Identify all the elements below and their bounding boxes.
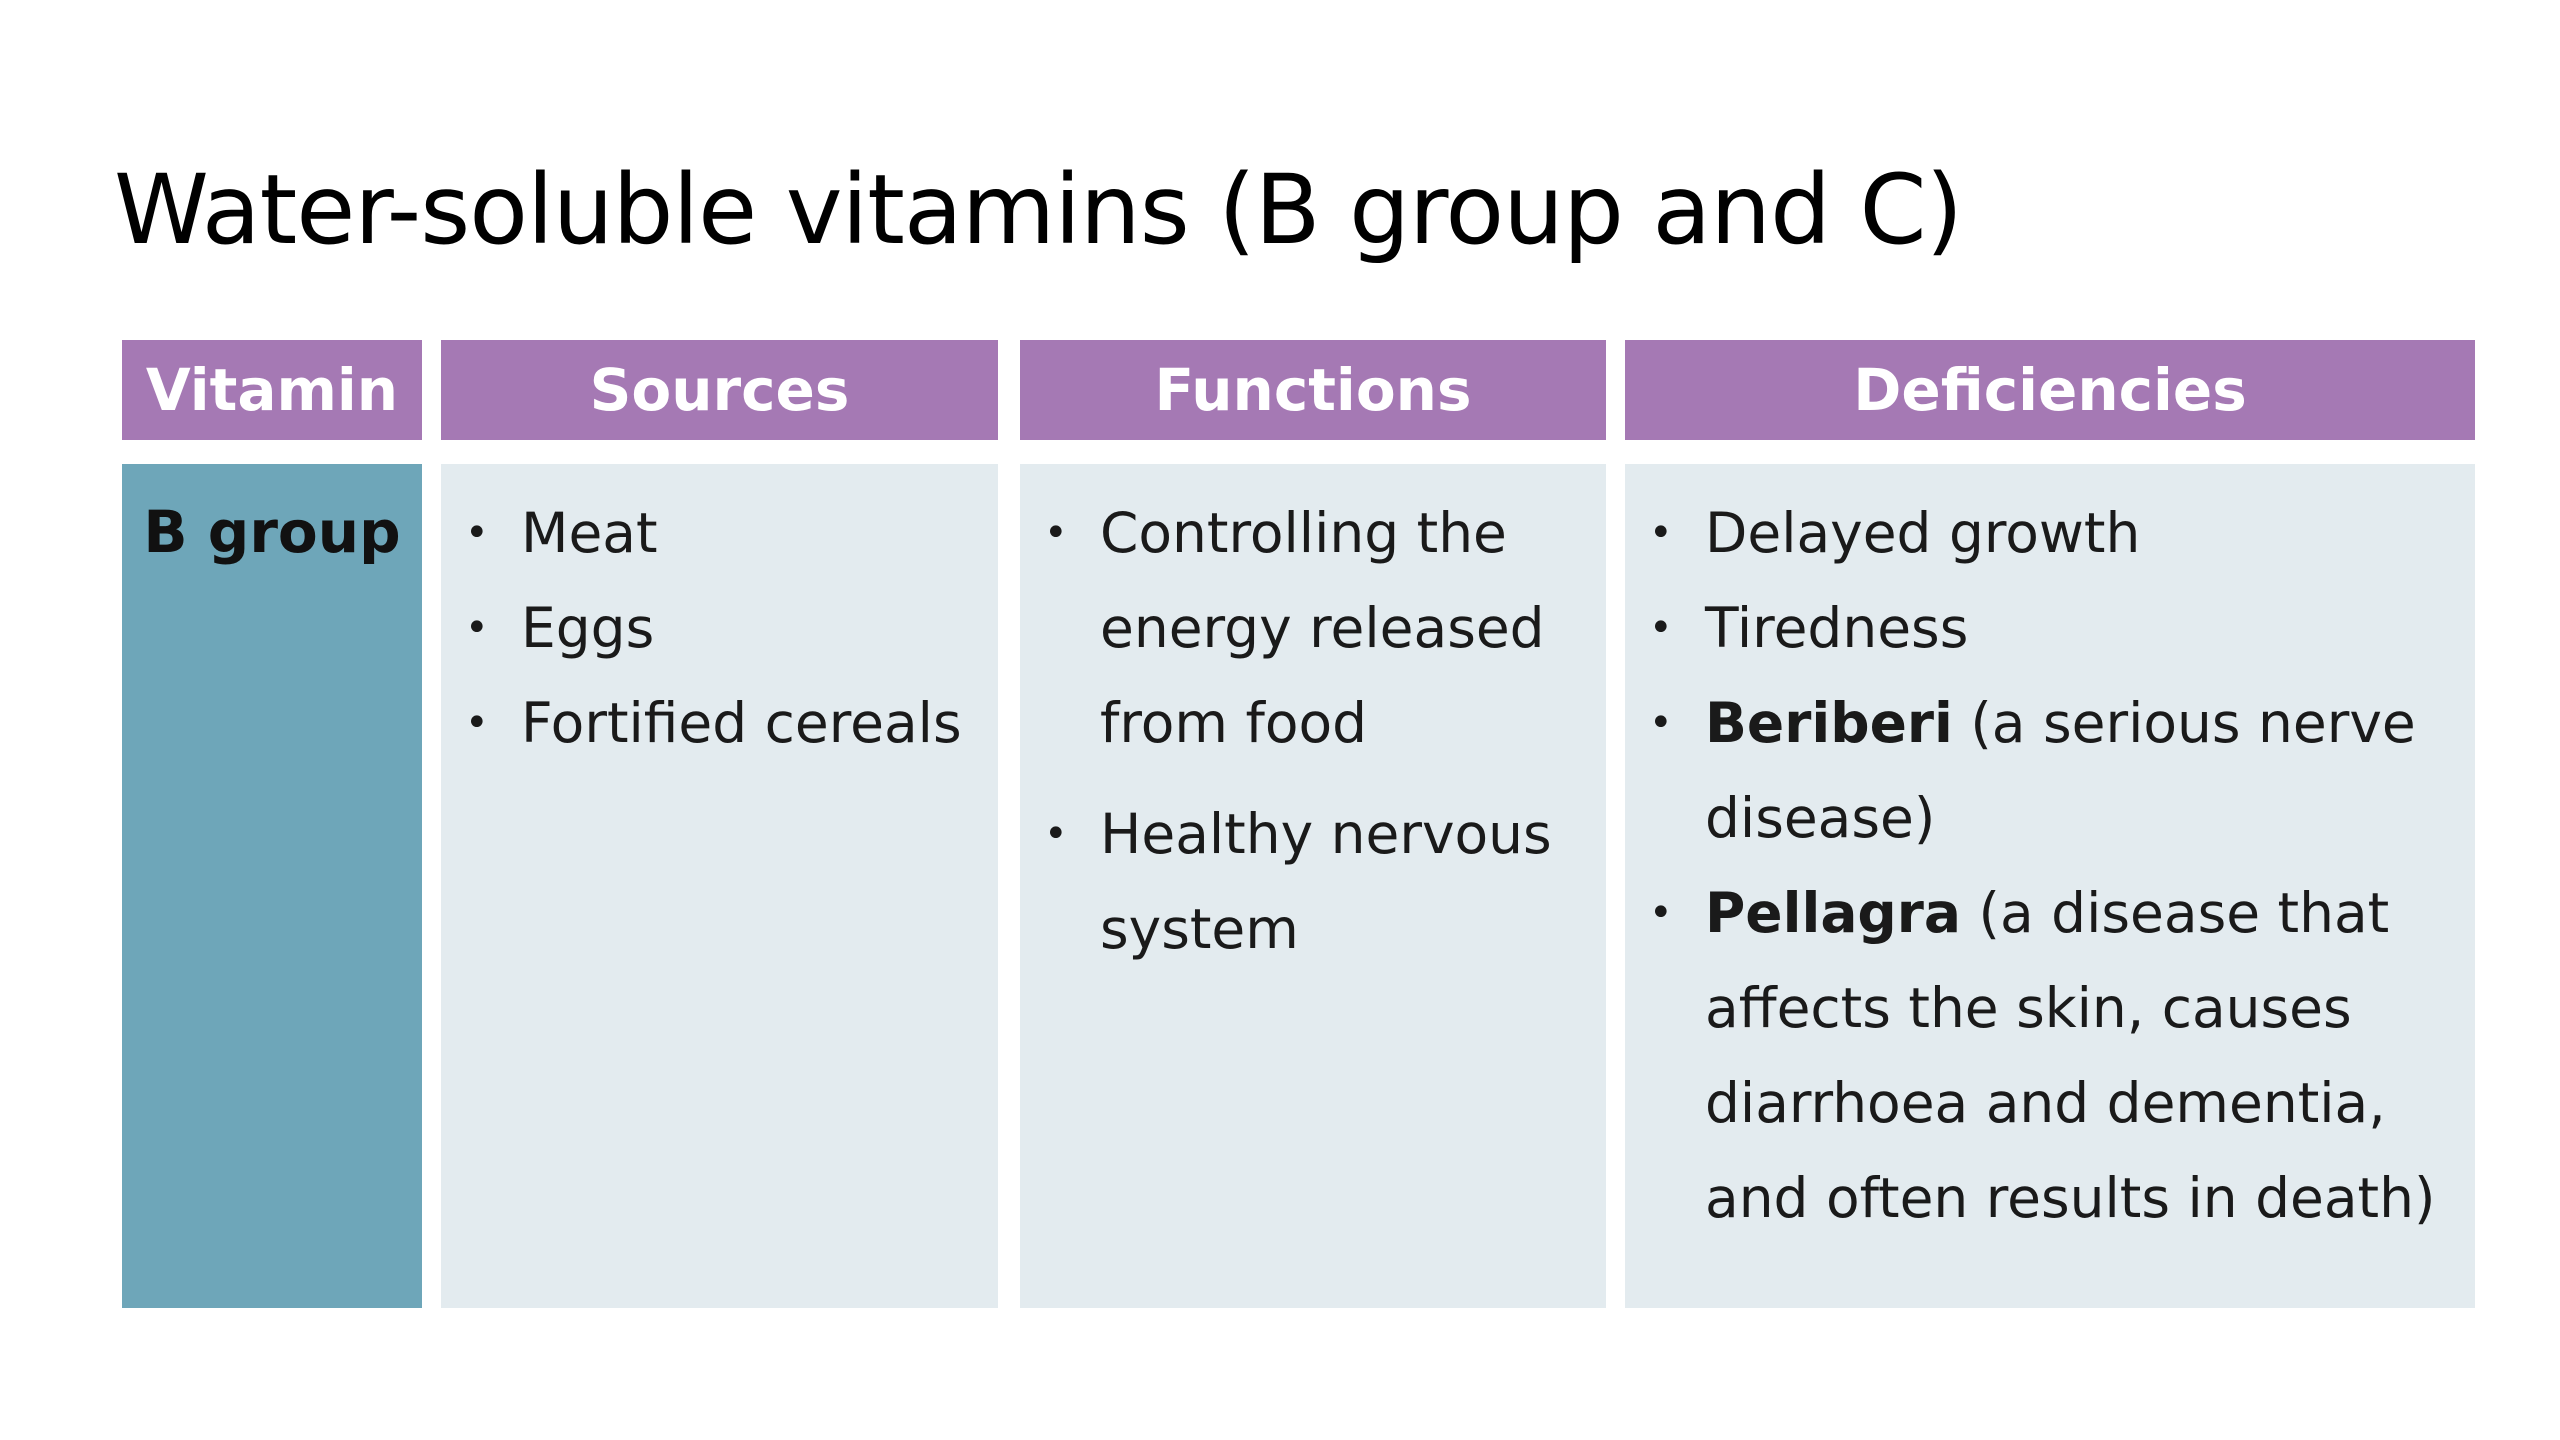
bullet-icon: • xyxy=(465,510,489,556)
deficiencies-column: Deficiencies • Delayed growth • Tiredness … xyxy=(1625,340,2475,1308)
source-item: • Eggs xyxy=(441,581,980,676)
deficiency-item: • Pellagra (a disease that affects the sk… xyxy=(1625,866,2457,1246)
bullet-icon: • xyxy=(465,700,489,746)
deficiency-item: • Delayed growth xyxy=(1625,486,2457,581)
vitamin-cell: B group xyxy=(122,464,422,1308)
function-item: • Controlling the energy released from fo… xyxy=(1020,486,1588,771)
functions-cell: • Controlling the energy released from fo… xyxy=(1020,464,1606,1308)
bullet-icon: • xyxy=(465,605,489,651)
header-sources: Sources xyxy=(441,340,998,440)
source-item: • Fortified cereals xyxy=(441,676,980,771)
pellagra-term: Pellagra xyxy=(1705,881,1962,945)
deficiency-item: • Tiredness xyxy=(1625,581,2457,676)
deficiencies-list: • Delayed growth • Tiredness • Beriberi (a … xyxy=(1625,464,2475,1246)
vitamin-name: B group xyxy=(143,498,401,566)
bullet-icon: • xyxy=(1649,510,1673,556)
bullet-icon: • xyxy=(1649,605,1673,651)
vitamin-column: Vitamin B group xyxy=(122,340,422,1308)
source-item: • Meat xyxy=(441,486,980,581)
deficiencies-cell: • Delayed growth • Tiredness • Beriberi (a … xyxy=(1625,464,2475,1308)
bullet-icon: • xyxy=(1649,890,1673,936)
deficiency-item: • Beriberi (a serious nerve disease) xyxy=(1625,676,2457,866)
functions-list: • Controlling the energy released from fo… xyxy=(1020,464,1606,977)
bullet-icon: • xyxy=(1044,811,1068,857)
header-vitamin: Vitamin xyxy=(122,340,422,440)
header-deficiencies: Deficiencies xyxy=(1625,340,2475,440)
sources-column: Sources • Meat • Eggs • Fortified cereals xyxy=(441,340,998,1308)
slide-title: Water-soluble vitamins (B group and C) xyxy=(114,154,1963,266)
bullet-icon: • xyxy=(1044,510,1068,556)
sources-list: • Meat • Eggs • Fortified cereals xyxy=(441,464,998,771)
functions-column: Functions • Controlling the energy releas… xyxy=(1020,340,1606,1308)
beriberi-term: Beriberi xyxy=(1705,691,1953,755)
header-functions: Functions xyxy=(1020,340,1606,440)
bullet-icon: • xyxy=(1649,700,1673,746)
function-item: • Healthy nervous system xyxy=(1020,787,1588,977)
sources-cell: • Meat • Eggs • Fortified cereals xyxy=(441,464,998,1308)
